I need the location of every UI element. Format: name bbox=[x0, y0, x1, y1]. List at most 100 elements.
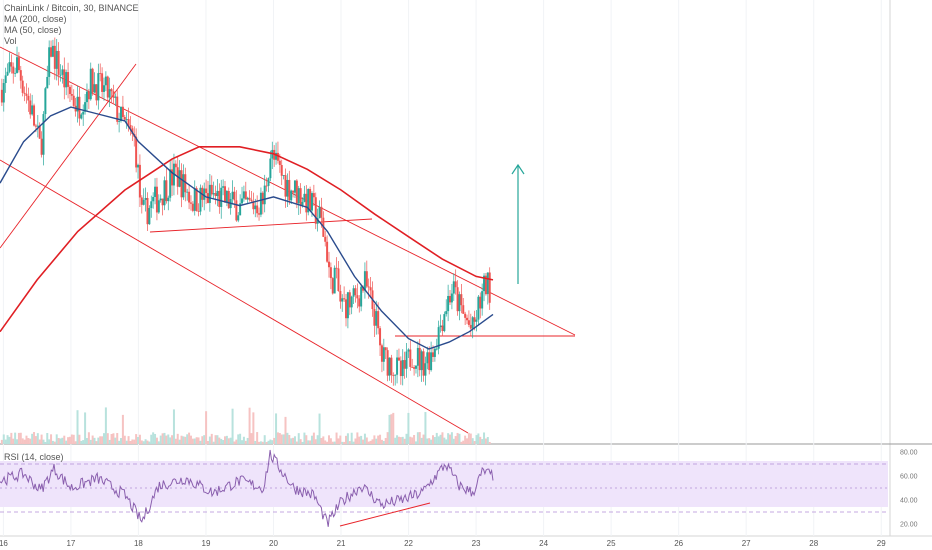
volume-bar-46 bbox=[87, 432, 90, 444]
volume-bar-70 bbox=[133, 439, 136, 444]
candle-body-124 bbox=[235, 200, 238, 221]
candle-body-159 bbox=[301, 201, 304, 206]
volume-bar-164 bbox=[310, 435, 313, 444]
candle-body-101 bbox=[191, 203, 194, 211]
candle-body-246 bbox=[466, 317, 469, 321]
candle-body-16 bbox=[31, 105, 34, 115]
candle-body-217 bbox=[411, 366, 414, 368]
volume-bar-87 bbox=[165, 435, 168, 444]
candle-body-236 bbox=[447, 295, 450, 312]
time-label-29: 29 bbox=[877, 539, 886, 548]
candle-body-65 bbox=[123, 117, 126, 120]
candle-body-89 bbox=[169, 169, 172, 198]
candle-body-213 bbox=[403, 360, 406, 369]
volume-bar-22 bbox=[42, 439, 45, 444]
candle-body-128 bbox=[242, 191, 245, 199]
candle-body-21 bbox=[40, 138, 43, 155]
ma50-line bbox=[0, 106, 494, 350]
volume-bar-88 bbox=[167, 434, 170, 444]
volume-bar-179 bbox=[339, 435, 342, 444]
candle-body-32 bbox=[61, 69, 64, 75]
volume-bar-34 bbox=[65, 440, 68, 444]
time-label-16: 16 bbox=[0, 539, 8, 548]
candle-body-72 bbox=[137, 164, 140, 168]
candle-body-212 bbox=[401, 360, 404, 377]
volume-bar-203 bbox=[384, 437, 387, 444]
volume-bar-137 bbox=[259, 441, 262, 444]
volume-bar-227 bbox=[430, 439, 433, 444]
legend-volume[interactable]: Vol bbox=[4, 36, 17, 46]
candle-body-82 bbox=[155, 186, 158, 213]
volume-bar-238 bbox=[450, 432, 453, 444]
candle-body-221 bbox=[418, 347, 421, 371]
candle-body-258 bbox=[488, 272, 491, 303]
candle-body-190 bbox=[360, 286, 363, 307]
volume-bar-93 bbox=[176, 433, 179, 444]
candle-body-176 bbox=[333, 267, 336, 294]
candle-body-97 bbox=[184, 174, 187, 193]
candle-body-118 bbox=[224, 186, 227, 203]
candle-body-231 bbox=[437, 327, 440, 349]
candle-body-61 bbox=[116, 96, 119, 122]
candle-body-31 bbox=[59, 74, 62, 76]
candle-body-189 bbox=[358, 298, 361, 307]
candle-body-45 bbox=[85, 91, 88, 103]
volume-bar-25 bbox=[48, 439, 51, 444]
candle-body-148 bbox=[280, 165, 283, 176]
volume-bar-153 bbox=[290, 438, 293, 444]
volume-bar-10 bbox=[19, 432, 22, 444]
volume-bar-208 bbox=[394, 437, 397, 444]
volume-bar-157 bbox=[297, 433, 300, 444]
volume-bar-187 bbox=[354, 438, 357, 444]
candle-body-227 bbox=[430, 352, 433, 371]
volume-bar-191 bbox=[362, 439, 365, 444]
candle-body-145 bbox=[275, 152, 278, 160]
volume-bar-141 bbox=[267, 440, 270, 444]
legend-ma200[interactable]: MA (200, close) bbox=[4, 14, 67, 24]
price-candles bbox=[0, 37, 491, 386]
candle-body-139 bbox=[263, 185, 266, 205]
volume-bar-64 bbox=[121, 414, 124, 444]
time-axis[interactable]: 16 17 18 19 20 21 22 23 24 25 26 27 28 29 bbox=[0, 539, 886, 548]
volume-bar-230 bbox=[435, 432, 438, 444]
candle-body-20 bbox=[38, 125, 41, 139]
candle-body-161 bbox=[305, 193, 308, 213]
candle-body-120 bbox=[227, 190, 230, 209]
candle-body-12 bbox=[23, 92, 26, 94]
volume-bar-256 bbox=[484, 438, 487, 444]
candle-body-172 bbox=[326, 241, 329, 262]
ma200-line bbox=[0, 146, 494, 333]
candle-body-63 bbox=[120, 106, 123, 121]
rsi-scale[interactable]: 80.00 60.00 40.00 20.00 bbox=[900, 450, 918, 529]
candle-body-116 bbox=[220, 187, 223, 207]
candle-body-193 bbox=[365, 271, 368, 287]
volume-bar-218 bbox=[413, 435, 416, 444]
rsi-legend[interactable]: RSI (14, close) bbox=[4, 452, 64, 462]
volume-bar-9 bbox=[17, 432, 20, 444]
volume-bar-52 bbox=[99, 436, 102, 444]
volume-bar-60 bbox=[114, 437, 117, 444]
candle-body-158 bbox=[299, 188, 302, 206]
candle-body-88 bbox=[167, 197, 170, 202]
volume-bar-236 bbox=[447, 433, 450, 444]
candle-body-151 bbox=[286, 179, 289, 197]
volume-bar-29 bbox=[55, 434, 58, 444]
volume-bar-32 bbox=[61, 437, 64, 444]
candle-body-98 bbox=[186, 191, 189, 193]
volume-bar-122 bbox=[231, 408, 234, 444]
volume-bar-222 bbox=[420, 437, 423, 444]
candle-body-44 bbox=[84, 102, 87, 112]
volume-bar-14 bbox=[27, 438, 30, 444]
volume-bar-255 bbox=[483, 432, 486, 444]
chart-title[interactable]: ChainLink / Bitcoin, 30, BINANCE bbox=[4, 3, 139, 13]
volume-bar-121 bbox=[229, 437, 232, 444]
candle-body-7 bbox=[14, 72, 17, 74]
candle-body-40 bbox=[76, 96, 79, 112]
volume-bar-140 bbox=[265, 441, 268, 444]
candle-body-166 bbox=[314, 197, 317, 224]
legend-ma50[interactable]: MA (50, close) bbox=[4, 25, 62, 35]
candle-body-102 bbox=[193, 188, 196, 211]
volume-bar-129 bbox=[244, 440, 247, 444]
